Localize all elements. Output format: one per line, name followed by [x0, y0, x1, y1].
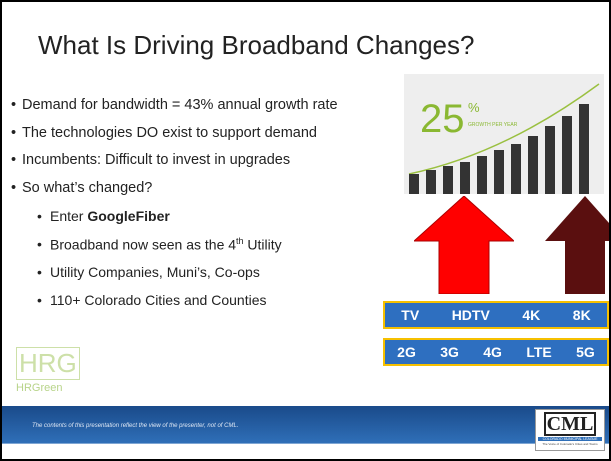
sub-bullet: Utility Companies, Muni’s, Co-ops	[50, 264, 260, 280]
mobile-box: 2G 3G 4G LTE 5G	[383, 338, 609, 366]
text: Broadband now seen as the 4	[50, 237, 236, 253]
box-label: 4K	[522, 307, 540, 323]
sub-bullet: Enter GoogleFiber	[50, 208, 170, 224]
box-label: 5G	[576, 344, 595, 360]
box-label: 8K	[573, 307, 591, 323]
sub-bullet: 110+ Colorado Cities and Counties	[50, 292, 267, 308]
text: Enter	[50, 208, 87, 224]
box-label: 4G	[483, 344, 502, 360]
box-label: 2G	[397, 344, 416, 360]
growth-number: 25	[420, 97, 465, 141]
growth-image: 25 % GROWTH PER YEAR	[404, 74, 604, 194]
box-label: TV	[401, 307, 419, 323]
cml-name: CML	[544, 412, 596, 436]
bullet: Incumbents: Difficult to invest in upgra…	[22, 152, 290, 168]
growth-percent: %	[468, 100, 480, 115]
bold-text: GoogleFiber	[87, 208, 169, 224]
text: Utility	[244, 237, 282, 253]
tv-box: TV HDTV 4K 8K	[383, 301, 609, 329]
bullet: So what’s changed?	[22, 180, 152, 196]
sub-bullet: Broadband now seen as the 4th Utility	[50, 236, 282, 253]
box-label: HDTV	[452, 307, 490, 323]
footer-band	[2, 406, 609, 459]
growth-caption: GROWTH PER YEAR	[468, 122, 518, 128]
brown-arrow	[545, 196, 611, 294]
cml-league: COLORADO MUNICIPAL LEAGUE	[538, 437, 602, 441]
red-arrow	[414, 196, 514, 294]
superscript: th	[236, 236, 244, 246]
bullet: The technologies DO exist to support dem…	[22, 125, 317, 141]
footer-text: The contents of this presentation reflec…	[32, 423, 238, 429]
cml-logo: CML COLORADO MUNICIPAL LEAGUE The Voice …	[535, 409, 605, 451]
box-label: 3G	[440, 344, 459, 360]
logo-name: HRGreen	[16, 382, 62, 394]
slide: What Is Driving Broadband Changes? Deman…	[0, 0, 611, 461]
title: What Is Driving Broadband Changes?	[38, 30, 474, 61]
bullet: Demand for bandwidth = 43% annual growth…	[22, 97, 338, 113]
cml-tagline: The Voice of Colorado's Cities and Towns	[536, 442, 604, 446]
logo-mark: HRG	[16, 347, 80, 380]
box-label: LTE	[526, 344, 551, 360]
